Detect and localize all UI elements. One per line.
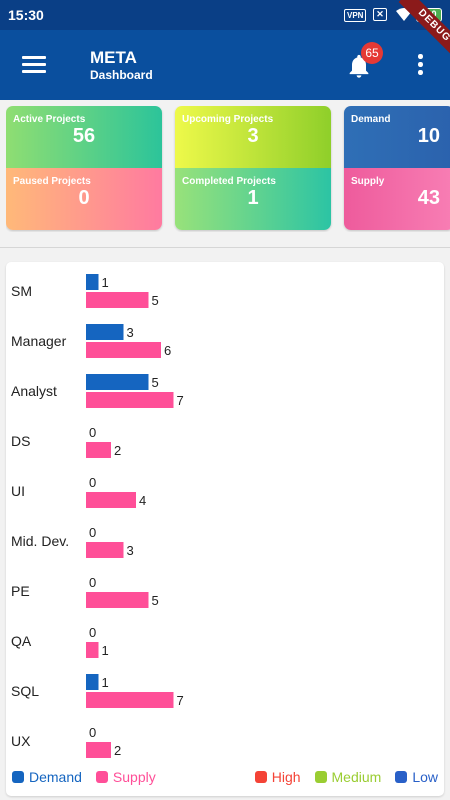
demand-value-label: 1 xyxy=(102,275,109,290)
supply-value-label: 7 xyxy=(177,693,184,708)
legend-high-swatch xyxy=(254,771,267,783)
legend-priority: High Medium Low xyxy=(254,768,438,786)
card-upcoming-projects[interactable]: Upcoming Projects 3 xyxy=(175,106,331,168)
category-label: SM xyxy=(11,283,32,299)
supply-bar xyxy=(86,292,149,308)
notification-badge: 65 xyxy=(361,42,383,64)
card-supply[interactable]: Supply 43 xyxy=(344,168,450,230)
more-vert-icon[interactable] xyxy=(412,52,428,78)
category-label: Analyst xyxy=(11,383,57,399)
demand-value-label: 3 xyxy=(127,325,134,340)
status-bar: 15:30 VPN ✕ 100 xyxy=(0,0,450,30)
demand-value: 10 xyxy=(417,125,440,147)
category-label: PE xyxy=(11,583,30,599)
supply-bar xyxy=(86,592,149,608)
demand-value-label: 0 xyxy=(89,525,96,540)
app-subtitle: Dashboard xyxy=(90,68,153,82)
notification-x-icon: ✕ xyxy=(373,8,387,21)
demand-value-label: 1 xyxy=(102,675,109,690)
supply-bar xyxy=(86,442,111,458)
upcoming-projects-value: 3 xyxy=(247,125,259,147)
demand-supply-chart: SM 1 5 Manager 3 6 Analyst 5 7 DS 0 2 UI 0 4 Mid. Dev. 0… xyxy=(11,274,184,758)
legend-low-swatch xyxy=(395,771,408,783)
card-projects-progress[interactable]: Upcoming Projects 3 Completed Projects 1 xyxy=(175,106,331,230)
active-projects-label: Active Projects xyxy=(13,114,86,125)
legend-low-label: Low xyxy=(412,769,438,785)
supply-value-label: 5 xyxy=(152,293,159,308)
demand-bar xyxy=(86,674,99,690)
card-projects-status[interactable]: Active Projects 56 Paused Projects 0 xyxy=(6,106,162,230)
category-label: SQL xyxy=(11,683,39,699)
demand-value-label: 0 xyxy=(89,575,96,590)
card-paused-projects[interactable]: Paused Projects 0 xyxy=(6,168,162,230)
supply-label: Supply xyxy=(351,176,385,187)
vpn-icon: VPN xyxy=(344,9,367,22)
app-bar: META Dashboard 65 xyxy=(0,30,450,100)
divider xyxy=(0,247,450,248)
demand-label: Demand xyxy=(351,114,391,125)
category-label: DS xyxy=(11,433,30,449)
summary-cards: Active Projects 56 Paused Projects 0 Upc… xyxy=(6,106,450,232)
supply-bar xyxy=(86,492,136,508)
legend-medium-label: Medium xyxy=(331,769,382,785)
supply-value-label: 2 xyxy=(114,743,121,758)
legend-supply-label: Supply xyxy=(112,769,156,785)
supply-value: 43 xyxy=(417,187,440,209)
category-label: QA xyxy=(11,633,32,649)
supply-bar xyxy=(86,742,111,758)
supply-value-label: 3 xyxy=(127,543,134,558)
category-label: UI xyxy=(11,483,25,499)
demand-value-label: 0 xyxy=(89,625,96,640)
supply-bar xyxy=(86,342,161,358)
demand-supply-chart-panel: SM 1 5 Manager 3 6 Analyst 5 7 DS 0 2 UI 0 4 Mid. Dev. 0… xyxy=(6,262,444,796)
supply-bar xyxy=(86,642,99,658)
menu-icon[interactable] xyxy=(22,54,48,76)
status-time: 15:30 xyxy=(8,7,44,23)
upcoming-projects-label: Upcoming Projects xyxy=(182,114,274,125)
completed-projects-label: Completed Projects xyxy=(182,176,276,187)
demand-value-label: 0 xyxy=(89,725,96,740)
legend-high-label: High xyxy=(271,769,301,785)
demand-value-label: 5 xyxy=(152,375,159,390)
supply-bar xyxy=(86,542,124,558)
supply-bar xyxy=(86,692,174,708)
card-demand-supply[interactable]: Demand 10 Supply 43 xyxy=(344,106,450,230)
demand-bar xyxy=(86,274,99,290)
supply-value-label: 6 xyxy=(164,343,171,358)
demand-value-label: 0 xyxy=(89,425,96,440)
category-label: Manager xyxy=(11,333,67,349)
supply-value-label: 2 xyxy=(114,443,121,458)
legend-medium-swatch xyxy=(314,771,327,783)
legend-demand-swatch xyxy=(12,771,24,783)
paused-projects-label: Paused Projects xyxy=(13,176,91,187)
card-demand[interactable]: Demand 10 xyxy=(344,106,450,168)
supply-value-label: 7 xyxy=(177,393,184,408)
demand-bar xyxy=(86,374,149,390)
paused-projects-value: 0 xyxy=(78,187,90,209)
active-projects-value: 56 xyxy=(72,125,96,147)
legend-demand-label: Demand xyxy=(29,769,82,785)
category-label: UX xyxy=(11,733,31,749)
supply-value-label: 4 xyxy=(139,493,146,508)
supply-value-label: 5 xyxy=(152,593,159,608)
card-completed-projects[interactable]: Completed Projects 1 xyxy=(175,168,331,230)
card-active-projects[interactable]: Active Projects 56 xyxy=(6,106,162,168)
demand-bar xyxy=(86,324,124,340)
legend-series: Demand Supply xyxy=(12,768,156,786)
demand-value-label: 0 xyxy=(89,475,96,490)
completed-projects-value: 1 xyxy=(247,187,259,209)
supply-bar xyxy=(86,392,174,408)
legend-supply-swatch xyxy=(95,771,108,783)
category-label: Mid. Dev. xyxy=(11,533,69,549)
app-title: META xyxy=(90,48,137,67)
supply-value-label: 1 xyxy=(102,643,109,658)
